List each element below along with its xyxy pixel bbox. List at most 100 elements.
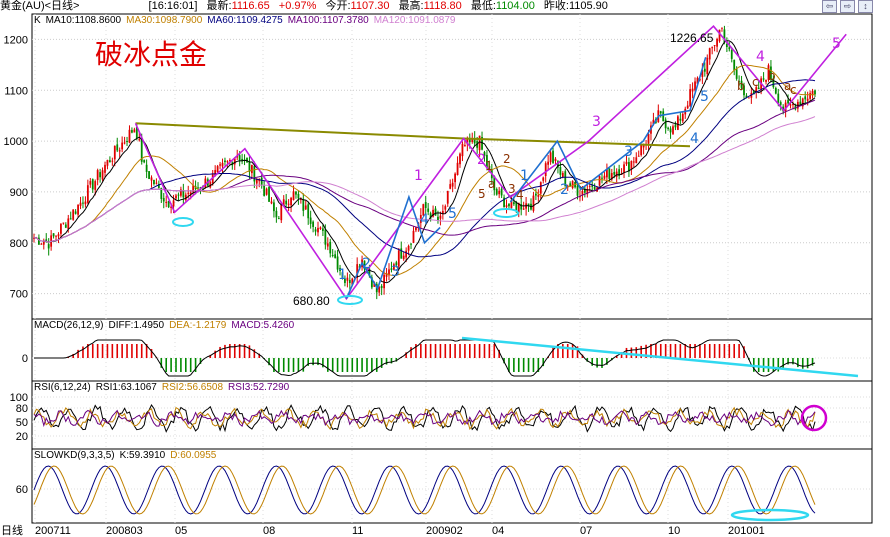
rsi3-line bbox=[33, 409, 816, 428]
period-label: <日线> bbox=[44, 0, 80, 12]
candle-body bbox=[424, 202, 427, 208]
kd-name: SLOWKD(9,3,3,5) bbox=[34, 450, 115, 461]
candle-body bbox=[510, 199, 513, 208]
candle-body bbox=[111, 160, 114, 162]
candle-body bbox=[228, 160, 231, 162]
macd-legend: MACD(26,12,9) DIFF:1.4950 DEA:-1.2179 MACD:… bbox=[34, 320, 299, 332]
candle-body bbox=[789, 104, 792, 106]
candle-body bbox=[569, 183, 572, 187]
ma10-line bbox=[33, 40, 816, 284]
zoom-icon[interactable]: ↕ bbox=[858, 0, 873, 13]
candle-body bbox=[285, 200, 288, 205]
candle-body bbox=[564, 171, 567, 187]
wave-label: 2 bbox=[560, 182, 569, 198]
macd-chart bbox=[34, 336, 859, 378]
candle-body bbox=[368, 268, 371, 277]
candle-body bbox=[713, 45, 716, 47]
candle-body bbox=[253, 166, 256, 182]
wave-label: 4 bbox=[690, 131, 699, 147]
candle-body bbox=[400, 248, 403, 259]
candle-body bbox=[123, 142, 126, 144]
candle-body bbox=[779, 102, 782, 105]
candle-body bbox=[395, 262, 398, 266]
candle-body bbox=[500, 188, 503, 196]
candle-body bbox=[733, 59, 736, 71]
candle-body bbox=[331, 255, 334, 257]
candle-body bbox=[165, 201, 168, 203]
candle-body bbox=[784, 102, 787, 112]
candle-body bbox=[454, 173, 457, 183]
candle-body bbox=[703, 68, 706, 72]
prev-icon[interactable]: ⇦ bbox=[822, 0, 837, 13]
candle-body bbox=[534, 193, 537, 196]
x-tick-label: 200711 bbox=[35, 525, 71, 537]
candle-body bbox=[128, 129, 131, 143]
candle-body bbox=[153, 179, 155, 185]
candle-body bbox=[608, 168, 611, 179]
next-icon[interactable]: ⇨ bbox=[840, 0, 855, 13]
candle-body bbox=[576, 185, 579, 196]
wave-label: 3 bbox=[624, 144, 633, 160]
candle-body bbox=[701, 70, 704, 77]
candle-body bbox=[346, 277, 349, 281]
candle-body bbox=[659, 111, 662, 114]
candle-body bbox=[505, 205, 508, 207]
candle-body bbox=[143, 160, 146, 163]
chart-title: 破冰点金 bbox=[95, 38, 207, 71]
candle-body bbox=[131, 130, 133, 133]
candle-body bbox=[601, 177, 603, 179]
macd-dea: DEA:-1.2179 bbox=[169, 320, 227, 331]
candle-body bbox=[74, 211, 77, 214]
candle-body bbox=[170, 206, 173, 208]
x-axis: 200711 200803 05 08 11 200902 04 07 10 201001 bbox=[35, 525, 765, 537]
candle-body bbox=[67, 218, 70, 229]
x-tick-label: 05 bbox=[175, 525, 187, 537]
candle-body bbox=[307, 204, 310, 219]
candle-body bbox=[752, 91, 755, 95]
candle-body bbox=[662, 111, 665, 122]
candle-body bbox=[444, 206, 447, 210]
candle-body bbox=[33, 237, 35, 239]
grid bbox=[32, 14, 872, 523]
candle-body bbox=[390, 268, 393, 270]
candle-body bbox=[777, 93, 780, 103]
y-tick-label: 20 bbox=[16, 431, 28, 443]
candle-body bbox=[439, 215, 442, 219]
wave-label: 1 bbox=[485, 159, 493, 173]
prev-value: 1105.90 bbox=[568, 0, 608, 12]
candle-body bbox=[179, 189, 182, 196]
rsi1-value: RSI1:63.1067 bbox=[95, 382, 157, 393]
candle-body bbox=[250, 164, 253, 174]
candle-body bbox=[681, 113, 684, 122]
legend-ma100: MA100:1107.3780 bbox=[287, 15, 369, 26]
candle-body bbox=[317, 227, 319, 233]
candle-body bbox=[498, 190, 501, 195]
candle-body bbox=[312, 221, 315, 227]
candle-body bbox=[182, 190, 185, 198]
candle-body bbox=[437, 216, 439, 221]
rsi-chart bbox=[33, 404, 828, 433]
candle-body bbox=[686, 105, 689, 109]
wave-label: c bbox=[752, 75, 759, 89]
candle-body bbox=[72, 209, 75, 220]
high-price-label: 1226.65 bbox=[670, 31, 714, 45]
candle-body bbox=[42, 241, 45, 245]
low-price-label: 680.80 bbox=[293, 294, 330, 308]
rsi3-value: RSI3:52.7290 bbox=[228, 382, 290, 393]
candle-body bbox=[226, 161, 229, 163]
candle-body bbox=[113, 145, 116, 160]
candle-body bbox=[757, 87, 760, 90]
candle-body bbox=[618, 169, 621, 176]
candle-body bbox=[664, 119, 667, 129]
candle-body bbox=[539, 182, 542, 194]
candle-body bbox=[385, 273, 388, 277]
bottom-axis-label: 日线 bbox=[1, 523, 23, 537]
candle-body bbox=[248, 161, 251, 172]
candle-body bbox=[160, 187, 163, 199]
cyan-marker bbox=[493, 208, 519, 218]
candle-body bbox=[522, 208, 525, 210]
candle-body bbox=[255, 179, 258, 184]
candle-body bbox=[145, 164, 148, 172]
